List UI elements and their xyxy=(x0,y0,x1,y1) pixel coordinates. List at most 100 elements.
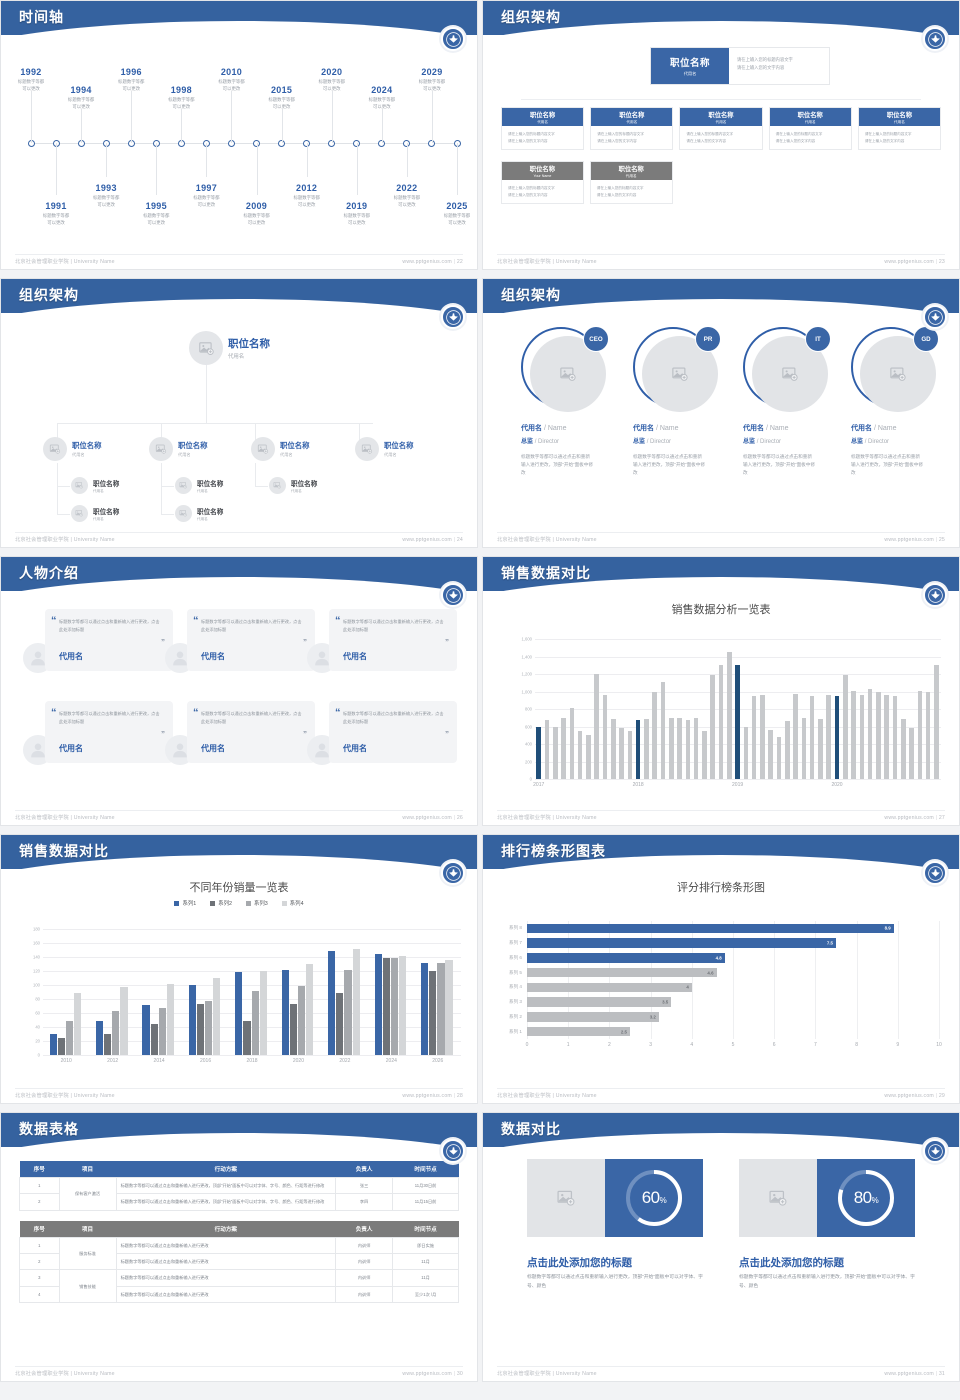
org-card[interactable]: 职位名称 代用名 请在上输入您的标题内容文字 请在上输入您的文字内容 xyxy=(501,107,585,151)
org-node[interactable]: 职位名称 代用名 xyxy=(71,505,119,522)
org-node-name: 职位名称 xyxy=(72,441,102,450)
timeline-item-bottom[interactable]: 1997 标题数字等都 可以更改 xyxy=(176,183,236,209)
legend-item[interactable]: 系列1 xyxy=(174,899,196,907)
org-node[interactable]: 职位名称 代用名 xyxy=(71,477,119,494)
org-card[interactable]: 职位名称 代用名 请在上输入您的标题内容文字 请在上输入您的文字内容 xyxy=(590,107,674,151)
table-row[interactable]: 4 标题数字等都可以通过点击和重新输入进行更改 内训师 至少1次 /月 xyxy=(19,1285,459,1304)
table-row[interactable]: 1 服务标准 标题数字等都可以通过点击和重新输入进行更改 内训师 即日实施 xyxy=(19,1236,459,1271)
action-table-secondary[interactable]: 序号 项目 行动方案 负责人 时间节点 1 服务标准 标题数字等都可以通过点击和重新输入进行更… xyxy=(19,1220,459,1304)
org-person-card[interactable]: CEO 代用名 / Name 总监 / Director 标题数字等都可以通过点击和重… xyxy=(521,326,625,477)
quote-close-icon: ” xyxy=(445,730,449,739)
table-row[interactable]: 3 销售技能 标题数字等都可以通过点击和重新输入进行更改 内训师 11月 xyxy=(19,1269,459,1304)
org-root-box[interactable]: 职位名称 代用名 请在上输入您的标题内容文字 请在上输入您的文字内容 xyxy=(650,47,830,85)
slide-sales-monthly[interactable]: 销售数据对比 销售数据分析一览表 0 200 400 600 800 1,000 1,200… xyxy=(482,556,960,826)
timeline-item-top[interactable]: 2010 标题数字等都 可以更改 xyxy=(201,67,261,93)
legend-item[interactable]: 系列3 xyxy=(246,899,268,907)
timeline-item-bottom[interactable]: 2012 标题数字等都 可以更改 xyxy=(277,183,337,209)
timeline-item-top[interactable]: 1998 标题数字等都 可以更改 xyxy=(151,85,211,111)
table-row[interactable]: 2 标题数字等都可以通过点击和重新输入进行更改，顶部“开始”面板中可以对字体、字号… xyxy=(19,1193,459,1211)
y-axis-tick: 160 xyxy=(33,940,40,946)
quote-card[interactable]: “标题数字等都可以通过点击和重新输入进行更改，点击此处添加标题” 代用名 xyxy=(329,701,457,763)
person-role-line: 总监 / Director xyxy=(851,436,955,445)
org-node[interactable]: 职位名称 代用名 xyxy=(355,437,414,461)
org-node-text: 职位名称 代用名 xyxy=(280,440,310,458)
org-card[interactable]: 职位名称 代用名 请在上输入您的标题内容文字 请在上输入您的文字内容 xyxy=(857,107,942,151)
slide-org-circles[interactable]: 组织架构 CEO 代用名 / Name 总监 / Director 标题数字等都可以通… xyxy=(482,278,960,548)
timeline-item-bottom[interactable]: 2022 标题数字等都 可以更改 xyxy=(377,183,437,209)
chart-bar xyxy=(843,674,848,779)
timeline-stem xyxy=(56,143,58,195)
chart-bar xyxy=(818,718,823,779)
x-axis-tick: 8 xyxy=(855,1042,858,1048)
timeline-item-top[interactable]: 1994 标题数字等都 可以更改 xyxy=(51,85,111,111)
timeline-item-top[interactable]: 1996 标题数字等都 可以更改 xyxy=(101,67,161,93)
chart-bar xyxy=(727,652,732,779)
org-node[interactable]: 职位名称 代用名 xyxy=(175,505,223,522)
timeline-item-top[interactable]: 2020 标题数字等都 可以更改 xyxy=(302,67,362,93)
block-heading[interactable]: 点击此处添加您的标题 xyxy=(739,1257,844,1269)
quote-card[interactable]: “标题数字等都可以通过点击和重新输入进行更改，点击此处添加标题” 代用名 xyxy=(45,609,173,671)
org-card[interactable]: 职位名称 Your Name 请在上输入您的标题内容文字 请在上输入您的文字内容 xyxy=(501,161,584,205)
quote-card[interactable]: “标题数字等都可以通过点击和重新输入进行更改，点击此处添加标题” 代用名 xyxy=(187,609,315,671)
slide-timeline[interactable]: 时间轴 1992 标题数字等都 可以更改 1994 标题数字等都 可以更改 1996 标题数字… xyxy=(0,0,478,270)
org-node[interactable]: 职位名称 代用名 xyxy=(43,437,102,461)
org-node[interactable]: 职位名称 代用名 xyxy=(251,437,310,461)
timeline-item-top[interactable]: 2024 标题数字等都 可以更改 xyxy=(352,85,412,111)
chart-bar-row: 系列 8 8.9 xyxy=(509,923,939,934)
quote-card[interactable]: “标题数字等都可以通过点击和重新输入进行更改，点击此处添加标题” 代用名 xyxy=(45,701,173,763)
chart-gridline xyxy=(939,921,940,1039)
slide-org-avatars[interactable]: 组织架构 职位名称 代用名 职位名称 代用名 职位名称 代用名 职位名称 代用名 职位名称 代用名… xyxy=(0,278,478,548)
legend-item[interactable]: 系列4 xyxy=(281,899,304,907)
block-heading[interactable]: 点击此处添加您的标题 xyxy=(527,1257,632,1269)
org-card[interactable]: 职位名称 代用名 请在上输入您的标题内容文字 请在上输入您的文字内容 xyxy=(768,107,852,151)
timeline-item-bottom[interactable]: 1991 标题数字等都 可以更改 xyxy=(26,201,86,227)
y-axis-tick: 600 xyxy=(525,724,532,729)
quote-card[interactable]: “标题数字等都可以通过点击和重新输入进行更改，点击此处添加标题” 代用名 xyxy=(329,609,457,671)
footer-site: www.pptgenius.com xyxy=(402,1370,452,1377)
timeline-item-top[interactable]: 2029 标题数字等都 可以更改 xyxy=(402,67,462,93)
slide-sales-years[interactable]: 销售数据对比 不同年份销量一览表 系列1 系列2 系列3 系列4 180 160 140 1… xyxy=(0,834,478,1104)
org-card[interactable]: 职位名称 代用名 请在上输入您的标题内容文字 请在上输入您的文字内容 xyxy=(679,107,763,151)
org-person-card[interactable]: GD 代用名 / Name 总监 / Director 标题数字等都可以通过点击和重新… xyxy=(851,326,955,477)
action-table-primary[interactable]: 序号 项目 行动方案 负责人 时间节点 1 保有客户激活 标题数字等都可以通过点击和重新输入进… xyxy=(19,1161,459,1211)
data-compare-card[interactable]: 60% xyxy=(527,1159,703,1237)
org-card-sub: Your Name xyxy=(533,174,552,178)
org-person-card[interactable]: PR 代用名 / Name 总监 / Director 标题数字等都可以通过点击和重新… xyxy=(633,326,737,477)
org-node-sub: 代用名 xyxy=(93,516,104,521)
org-node[interactable]: 职位名称 代用名 xyxy=(269,477,317,494)
slide-data-table[interactable]: 数据表格 序号 项目 行动方案 负责人 时间节点 1 保有客户激活 标题数字等都可以通过点击和… xyxy=(0,1112,478,1382)
chart-bar: 4.8 xyxy=(527,953,725,963)
timeline-item-bottom[interactable]: 2025 标题数字等都 可以更改 xyxy=(427,201,477,227)
timeline-item-bottom[interactable]: 1993 标题数字等都 可以更改 xyxy=(76,183,136,209)
slide-data-compare[interactable]: 数据对比 60% 点击此处添加您的标题 标题数字等都可以通过点击和重新输入进行更改，… xyxy=(482,1112,960,1382)
slide-people[interactable]: 人物介绍 “标题数字等都可以通过点击和重新输入进行更改，点击此处添加标题” 代用名… xyxy=(0,556,478,826)
page-number: 30 xyxy=(456,1370,463,1377)
timeline-item-top[interactable]: 1992 标题数字等都 可以更改 xyxy=(1,67,61,93)
org-card-name: 职位名称 xyxy=(619,111,645,119)
legend-item[interactable]: 系列2 xyxy=(210,899,232,907)
chart-bar xyxy=(627,731,633,779)
x-axis-tick: 2012 xyxy=(107,1058,119,1064)
timeline-item-top[interactable]: 2015 标题数字等都 可以更改 xyxy=(252,85,312,111)
org-connector xyxy=(57,486,70,487)
bar-value-label: 7.5 xyxy=(826,940,833,946)
org-card[interactable]: 职位名称 代用名 请在上输入您的标题内容文字 请在上输入您的文字内容 xyxy=(589,161,673,205)
chart-gridline xyxy=(535,656,941,658)
table-row[interactable]: 1 保有客户激活 标题数字等都可以通过点击和重新输入进行更改，顶部“开始”面板中可以… xyxy=(19,1176,459,1211)
data-compare-card[interactable]: 80% xyxy=(739,1159,915,1237)
cell-project: 销售技能 xyxy=(58,1269,117,1304)
org-node[interactable]: 职位名称 代用名 xyxy=(189,331,270,365)
org-person-card[interactable]: IT 代用名 / Name 总监 / Director 标题数字等都可以通过点击和重新… xyxy=(743,326,847,477)
quote-card[interactable]: “标题数字等都可以通过点击和重新输入进行更改，点击此处添加标题” 代用名 xyxy=(187,701,315,763)
timeline-item-bottom[interactable]: 2009 标题数字等都 可以更改 xyxy=(227,201,287,227)
slide-org-boxes[interactable]: 组织架构 职位名称 代用名 请在上输入您的标题内容文字 请在上输入您的文字内容 … xyxy=(482,0,960,270)
cell-owner: 张三 xyxy=(335,1176,394,1195)
chart-bar xyxy=(702,731,707,779)
timeline-item-bottom[interactable]: 2019 标题数字等都 可以更改 xyxy=(327,201,387,227)
chart-bar xyxy=(892,695,898,779)
timeline-item-bottom[interactable]: 1995 标题数字等都 可以更改 xyxy=(126,201,186,227)
y-axis-tick: 400 xyxy=(525,741,532,747)
org-node[interactable]: 职位名称 代用名 xyxy=(149,437,208,461)
slide-ranking[interactable]: 排行榜条形图表 评分排行榜条形图 0 1 2 3 4 5 6 7 8 9 10 系列 8 8.9 系列 7… xyxy=(482,834,960,1104)
org-node[interactable]: 职位名称 代用名 xyxy=(175,477,223,494)
